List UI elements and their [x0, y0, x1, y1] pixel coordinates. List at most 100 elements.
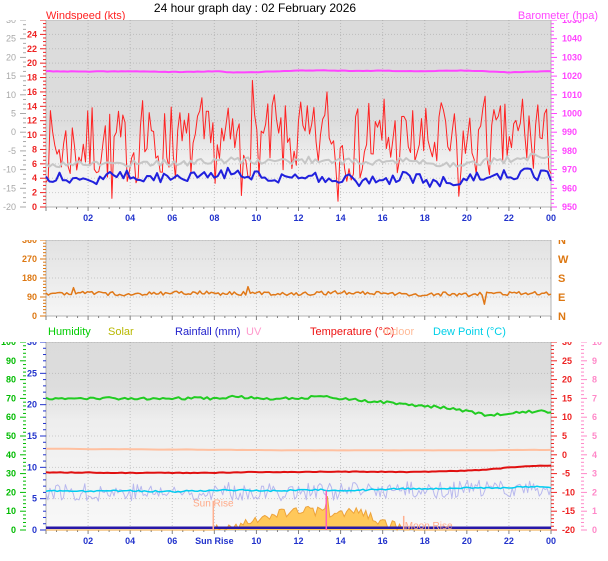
axis-tick-label: 18	[27, 73, 37, 83]
x-axis-label: 10	[251, 213, 261, 223]
x-axis-label: 04	[125, 213, 135, 223]
axis-tick-label: 20	[27, 58, 37, 68]
axis-tick-label: 5	[32, 494, 37, 504]
axis-tick-label: 0	[592, 525, 597, 535]
axis-tick-label: 970	[562, 165, 577, 175]
axis-tick-label: 40	[6, 450, 16, 460]
x-axis-label: 06	[167, 213, 177, 223]
sunrise-label: Sun Rise	[193, 499, 234, 510]
series-wind-direction	[45, 285, 552, 305]
axis-tick-label: 2	[32, 188, 37, 198]
x-axis-label: 00	[546, 213, 556, 223]
axis-tick-label: 22	[27, 44, 37, 54]
axis-tick-label: -20	[562, 525, 575, 535]
axis-tick-label: 90	[27, 292, 37, 302]
axis-tick-label: 8	[32, 144, 37, 154]
x-axis-label: 22	[504, 213, 514, 223]
series-humidity	[45, 394, 552, 417]
axis-tick-label: 20	[27, 400, 37, 410]
axis-tick-label: 960	[562, 183, 577, 193]
x-axis-label: 16	[378, 213, 388, 223]
x-axis: 02 04 06 08 10 12 14 16 18 20 22 00	[45, 207, 556, 223]
x-axis-label: 20	[462, 213, 472, 223]
rainfall-scale: 30 25 20 15 10 5 0	[27, 342, 46, 535]
x-axis-label: 18	[420, 536, 430, 546]
grid-lines	[46, 240, 551, 316]
x-axis-label: 14	[336, 536, 346, 546]
axis-tick-label: -5	[562, 469, 570, 479]
axis-tick-label: 1	[592, 506, 597, 516]
axis-tick-label: 0	[32, 525, 37, 535]
x-axis-label: 02	[83, 536, 93, 546]
axis-tick-label: 0	[32, 202, 37, 212]
temperature-scale: 30 25 20 15 10 5 0 -5 -10 -15 -20	[551, 342, 575, 535]
legend-temperature-c: Temperature (°C)	[310, 326, 395, 338]
x-axis-label: 12	[293, 536, 303, 546]
axis-tick-label: -15	[3, 183, 16, 193]
axis-tick-label: 10	[6, 506, 16, 516]
axis-tick-label: 270	[22, 254, 37, 264]
axis-tick-label: 8	[592, 375, 597, 385]
axis-tick-label: 180	[22, 273, 37, 283]
axis-tick-label: 4	[32, 173, 37, 183]
axis-tick-label: 16	[27, 87, 37, 97]
x-axis-label: 12	[293, 213, 303, 223]
x-axis-label: 04	[125, 536, 135, 546]
axis-tick-label: 5	[562, 431, 567, 441]
axis-tick-label: 0	[562, 450, 567, 460]
x-axis-label: 14	[336, 213, 346, 223]
axis-tick-label: 30	[562, 342, 572, 347]
annotations: Sun Rise Moon Rise	[193, 490, 453, 532]
legend-solar: Solar	[108, 326, 134, 338]
x-axis	[45, 316, 552, 320]
axis-tick-label: 7	[592, 393, 597, 403]
bottom-chart-legend: Humidity Solar Rainfall (mm) UV Temperature …	[0, 326, 608, 341]
axis-tick-label: 950	[562, 202, 577, 212]
axis-tick-label: 5	[11, 109, 16, 119]
x-axis-label: Sun Rise	[195, 536, 234, 546]
direction-scale: 360 270 180 90 0	[22, 240, 46, 321]
multi-sensor-chart: 1009080706050403020100302520151050302520…	[1, 342, 602, 546]
axis-tick-label: 30	[6, 469, 16, 479]
axis-tick-label: -5	[8, 146, 16, 156]
axis-tick-label: 30	[6, 20, 16, 25]
x-axis-label: 08	[209, 213, 219, 223]
x-axis-label: 16	[378, 536, 388, 546]
axis-tick-label: 15	[27, 431, 37, 441]
axis-tick-label: 0	[11, 127, 16, 137]
barometer-scale: 1050 1040 1030 1020 1010 1000 990 980 970 960 950	[551, 20, 582, 212]
series-dew-point	[45, 485, 552, 494]
x-axis: 02 04 06 Sun Rise 10 12 14 16 18 20 22 00	[45, 530, 556, 546]
axis-tick-label: 1020	[562, 71, 582, 81]
axis-tick-label: 1000	[562, 109, 582, 119]
barometer-axis-title: Barometer (hpa)	[517, 10, 598, 22]
axis-tick-label: -10	[3, 165, 16, 175]
series-wind-average	[45, 166, 552, 188]
compass-letter: W	[558, 254, 569, 266]
x-axis-label: 22	[504, 536, 514, 546]
axis-tick-label: 10	[592, 342, 602, 347]
axis-tick-label: 12	[27, 116, 37, 126]
axis-tick-label: 20	[6, 487, 16, 497]
graph-title: 24 hour graph day : 02 February 2026	[153, 1, 357, 15]
plot-area	[45, 342, 552, 531]
legend-indoor: Indoor	[383, 326, 415, 338]
axis-tick-label: 60	[6, 412, 16, 422]
axis-tick-label: 1050	[562, 20, 582, 25]
windspeed-axis-title: Windspeed (kts)	[46, 10, 126, 22]
axis-tick-label: 80	[6, 375, 16, 385]
axis-tick-label: 3	[592, 469, 597, 479]
axis-tick-label: 6	[32, 159, 37, 169]
legend-uv: UV	[246, 326, 262, 338]
axis-tick-label: 70	[6, 393, 16, 403]
series-indoor	[46, 447, 552, 452]
moonrise-label: Moon Rise	[405, 521, 453, 532]
x-axis-label: 18	[420, 213, 430, 223]
axis-tick-label: 15	[6, 71, 16, 81]
series-solar	[46, 496, 551, 532]
